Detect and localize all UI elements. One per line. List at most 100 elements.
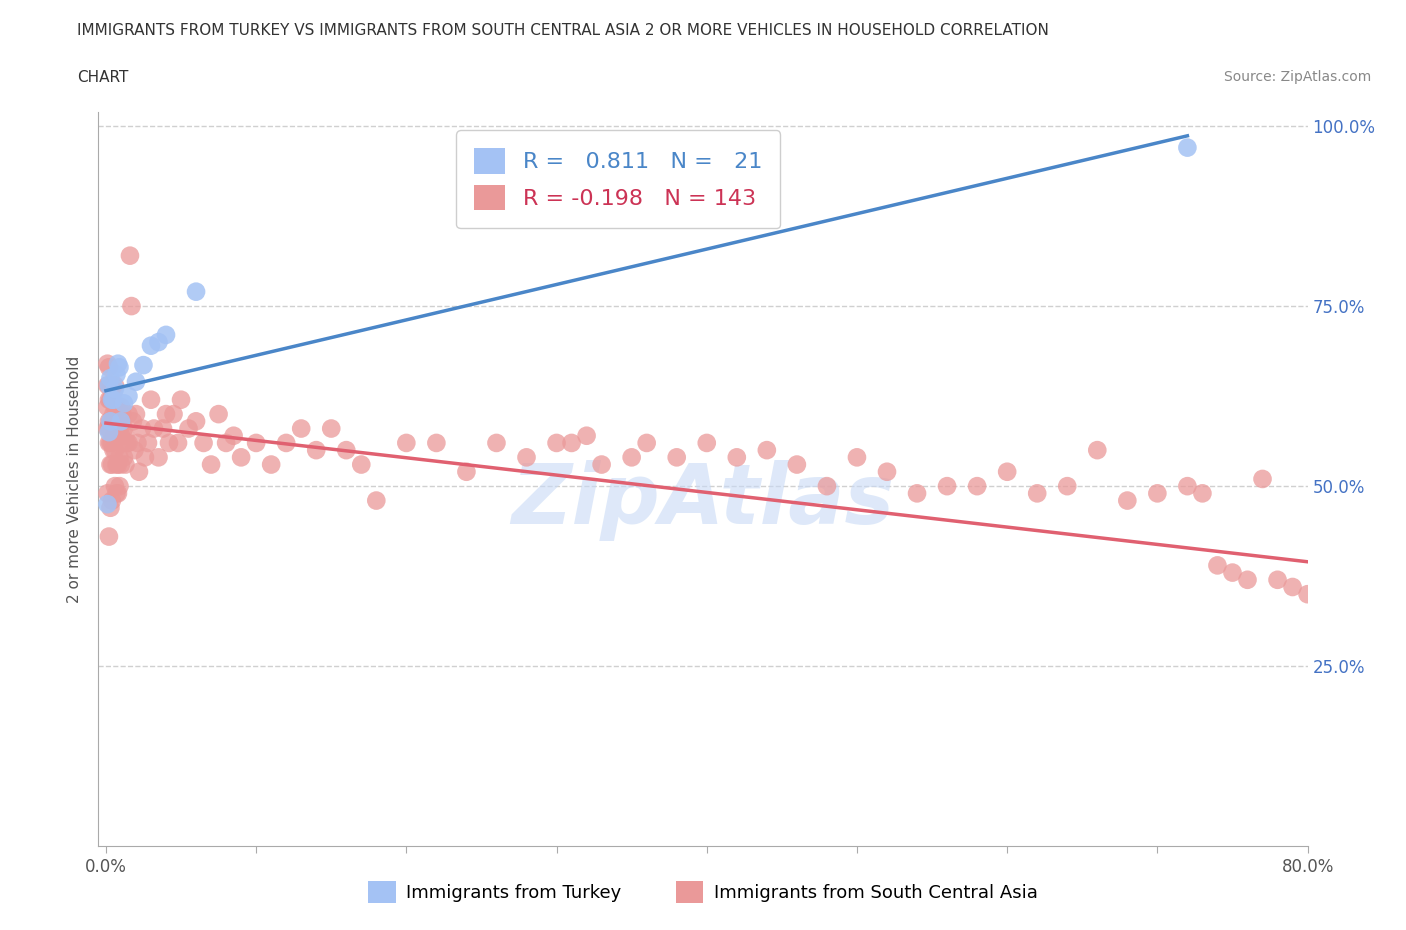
Point [101, 493, 124, 508]
Point [122, 414, 145, 429]
Point [101, 458, 124, 472]
Point [101, 392, 124, 407]
Point [101, 435, 124, 450]
Point [100, 414, 122, 429]
Point [546, 435, 568, 450]
Point [97, 421, 120, 436]
Point [104, 400, 127, 415]
Point [103, 385, 125, 400]
Point [100, 378, 122, 392]
Point [121, 299, 143, 313]
Point [107, 458, 129, 472]
Point [97, 378, 120, 392]
Point [335, 443, 357, 458]
Point [114, 458, 136, 472]
Point [184, 414, 207, 429]
Point [229, 450, 252, 465]
Point [995, 464, 1018, 479]
Point [104, 479, 127, 494]
Point [1371, 601, 1393, 616]
Point [1177, 140, 1199, 155]
Point [108, 450, 131, 465]
Point [305, 443, 328, 458]
Point [117, 435, 139, 450]
Point [100, 500, 122, 515]
Point [184, 285, 207, 299]
Point [125, 374, 148, 389]
Point [107, 356, 129, 371]
Point [114, 429, 136, 444]
Point [245, 435, 267, 450]
Point [152, 421, 174, 436]
Point [1296, 587, 1319, 602]
Point [1056, 479, 1078, 494]
Point [110, 429, 132, 444]
Point [276, 435, 298, 450]
Point [110, 458, 132, 472]
Point [1236, 572, 1258, 587]
Point [105, 414, 128, 429]
Point [112, 450, 135, 465]
Point [111, 406, 134, 421]
Point [96, 400, 118, 415]
Point [456, 464, 478, 479]
Point [260, 458, 283, 472]
Point [105, 485, 128, 500]
Point [103, 392, 125, 407]
Text: CHART: CHART [77, 70, 129, 85]
Point [107, 400, 129, 415]
Point [1312, 594, 1334, 609]
Point [1146, 485, 1168, 500]
Point [96, 378, 118, 392]
Point [100, 371, 122, 386]
Point [575, 429, 598, 444]
Point [1326, 601, 1348, 616]
Point [162, 406, 184, 421]
Point [107, 429, 129, 444]
Point [108, 479, 131, 494]
Point [200, 458, 222, 472]
Point [96, 356, 118, 371]
Point [1341, 579, 1364, 594]
Point [108, 421, 131, 436]
Point [96, 497, 118, 512]
Point [111, 435, 134, 450]
Point [846, 450, 869, 465]
Point [100, 458, 122, 472]
Point [786, 458, 808, 472]
Point [100, 392, 122, 407]
Point [207, 406, 229, 421]
Point [112, 396, 135, 411]
Point [97, 414, 120, 429]
Point [110, 400, 132, 415]
Point [128, 464, 150, 479]
Point [155, 327, 177, 342]
Point [905, 485, 928, 500]
Point [112, 421, 135, 436]
Point [139, 339, 162, 353]
Point [1191, 485, 1213, 500]
Point [108, 360, 131, 375]
Point [100, 414, 122, 429]
Point [561, 435, 583, 450]
Point [118, 248, 141, 263]
Point [125, 406, 148, 421]
Point [110, 414, 132, 429]
Point [425, 435, 447, 450]
Point [696, 435, 718, 450]
Point [136, 435, 159, 450]
Point [115, 435, 138, 450]
Point [105, 458, 128, 472]
Point [104, 421, 127, 436]
Point [1177, 479, 1199, 494]
Point [132, 358, 155, 373]
Point [1386, 608, 1406, 623]
Point [936, 479, 959, 494]
Point [148, 335, 170, 350]
Point [167, 435, 190, 450]
Point [290, 421, 312, 436]
Y-axis label: 2 or more Vehicles in Household: 2 or more Vehicles in Household [67, 355, 83, 603]
Point [665, 450, 688, 465]
Point [815, 479, 838, 494]
Point [366, 493, 388, 508]
